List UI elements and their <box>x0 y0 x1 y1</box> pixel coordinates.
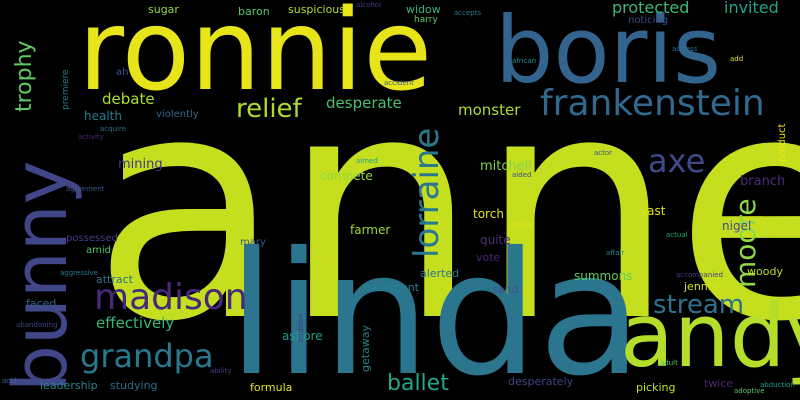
cloud-word: lorraine <box>407 127 447 258</box>
cloud-word: twice <box>704 377 734 390</box>
cloud-word: grandpa <box>80 337 214 375</box>
cloud-word: protected <box>612 0 690 17</box>
cloud-word: widow <box>406 3 441 16</box>
cloud-word: affair <box>606 249 625 257</box>
cloud-word: formula <box>250 381 293 394</box>
cloud-word: actor <box>594 149 613 157</box>
cloud-word: violently <box>156 109 199 120</box>
cloud-word: farmer <box>350 223 391 237</box>
cloud-word: ashore <box>282 329 323 343</box>
cloud-word: adoptive <box>734 387 765 395</box>
cloud-word: madison <box>94 277 248 318</box>
cloud-word: relief <box>236 94 302 124</box>
cloud-word: attract <box>96 273 133 286</box>
cloud-word: ah <box>116 67 129 78</box>
cloud-word: debate <box>102 90 155 108</box>
cloud-word: ability <box>210 367 232 375</box>
cloud-word: premiere <box>61 69 71 110</box>
cloud-word: accompanied <box>676 271 723 279</box>
cloud-word: health <box>84 109 122 123</box>
cloud-word: abduction <box>760 381 795 389</box>
cloud-word: mitchell <box>480 159 532 174</box>
cloud-word: product <box>777 123 788 162</box>
cloud-word: nigel <box>722 219 752 233</box>
cloud-word: branch <box>740 174 786 189</box>
cloud-word: addition <box>297 313 305 342</box>
cloud-word: faced <box>26 297 57 310</box>
cloud-word: studying <box>110 379 158 392</box>
cloud-word: add <box>730 55 744 63</box>
cloud-word: aided <box>512 171 532 179</box>
cloud-word: desperately <box>508 375 574 388</box>
cloud-word: compete <box>320 169 373 183</box>
cloud-word: mining <box>118 157 163 172</box>
cloud-word: leadership <box>40 379 98 392</box>
cloud-word: acquire <box>100 125 126 133</box>
cloud-word: desperate <box>326 94 402 112</box>
cloud-word: vast <box>640 204 666 218</box>
cloud-word: mary <box>240 237 266 248</box>
cloud-word: aircraft <box>160 311 186 319</box>
cloud-word: vote <box>476 251 501 264</box>
cloud-word: agreement <box>66 185 105 193</box>
cloud-word: trophy <box>12 40 37 112</box>
cloud-word: ballet <box>387 371 449 396</box>
cloud-word: actress <box>672 45 698 53</box>
cloud-word: stream <box>653 290 745 320</box>
cloud-word: suspicious <box>288 3 346 16</box>
cloud-word: alcohol <box>356 1 382 9</box>
cloud-word: frankenstein <box>540 83 765 124</box>
cloud-word: invited <box>724 0 779 17</box>
cloud-word: woody <box>747 265 783 278</box>
cloud-word: linda <box>228 216 643 400</box>
cloud-word: torch <box>473 207 504 221</box>
cloud-word: picking <box>636 381 676 394</box>
cloud-word: accident <box>384 79 414 87</box>
cloud-word: jennifer <box>684 280 726 293</box>
cloud-word: abandoning <box>16 321 58 329</box>
cloud-word: quite <box>480 233 511 247</box>
cloud-word: anne <box>92 29 800 390</box>
cloud-word: alerted <box>420 267 460 280</box>
cloud-word: actual <box>666 231 688 239</box>
cloud-word: adult <box>660 359 678 367</box>
cloud-word: possessed <box>66 233 118 244</box>
cloud-word: african <box>512 57 537 65</box>
cloud-word: summons <box>574 269 633 283</box>
cloud-word: amid <box>86 245 111 256</box>
cloud-word: monster <box>458 101 521 119</box>
cloud-word: ronnie <box>78 0 433 116</box>
cloud-word: axe <box>648 142 706 180</box>
cloud-word: getaway <box>359 324 372 372</box>
cloud-word: sand <box>492 283 519 296</box>
cloud-word: sugar <box>148 3 179 16</box>
cloud-word: effectively <box>96 314 175 332</box>
cloud-word: noticing <box>628 15 669 26</box>
cloud-word: aggressive <box>60 269 98 277</box>
cloud-word: accepts <box>454 9 482 17</box>
cloud-word: activity <box>78 133 104 141</box>
cloud-word: aimed <box>356 157 378 165</box>
cloud-word: andy <box>620 284 800 387</box>
cloud-word: harry <box>414 15 438 25</box>
cloud-word: boris <box>495 0 722 104</box>
cloud-word: advice <box>510 221 533 229</box>
cloud-word: acid <box>2 377 17 385</box>
cloud-word: basement <box>364 281 419 294</box>
cloud-word: baron <box>238 5 270 18</box>
